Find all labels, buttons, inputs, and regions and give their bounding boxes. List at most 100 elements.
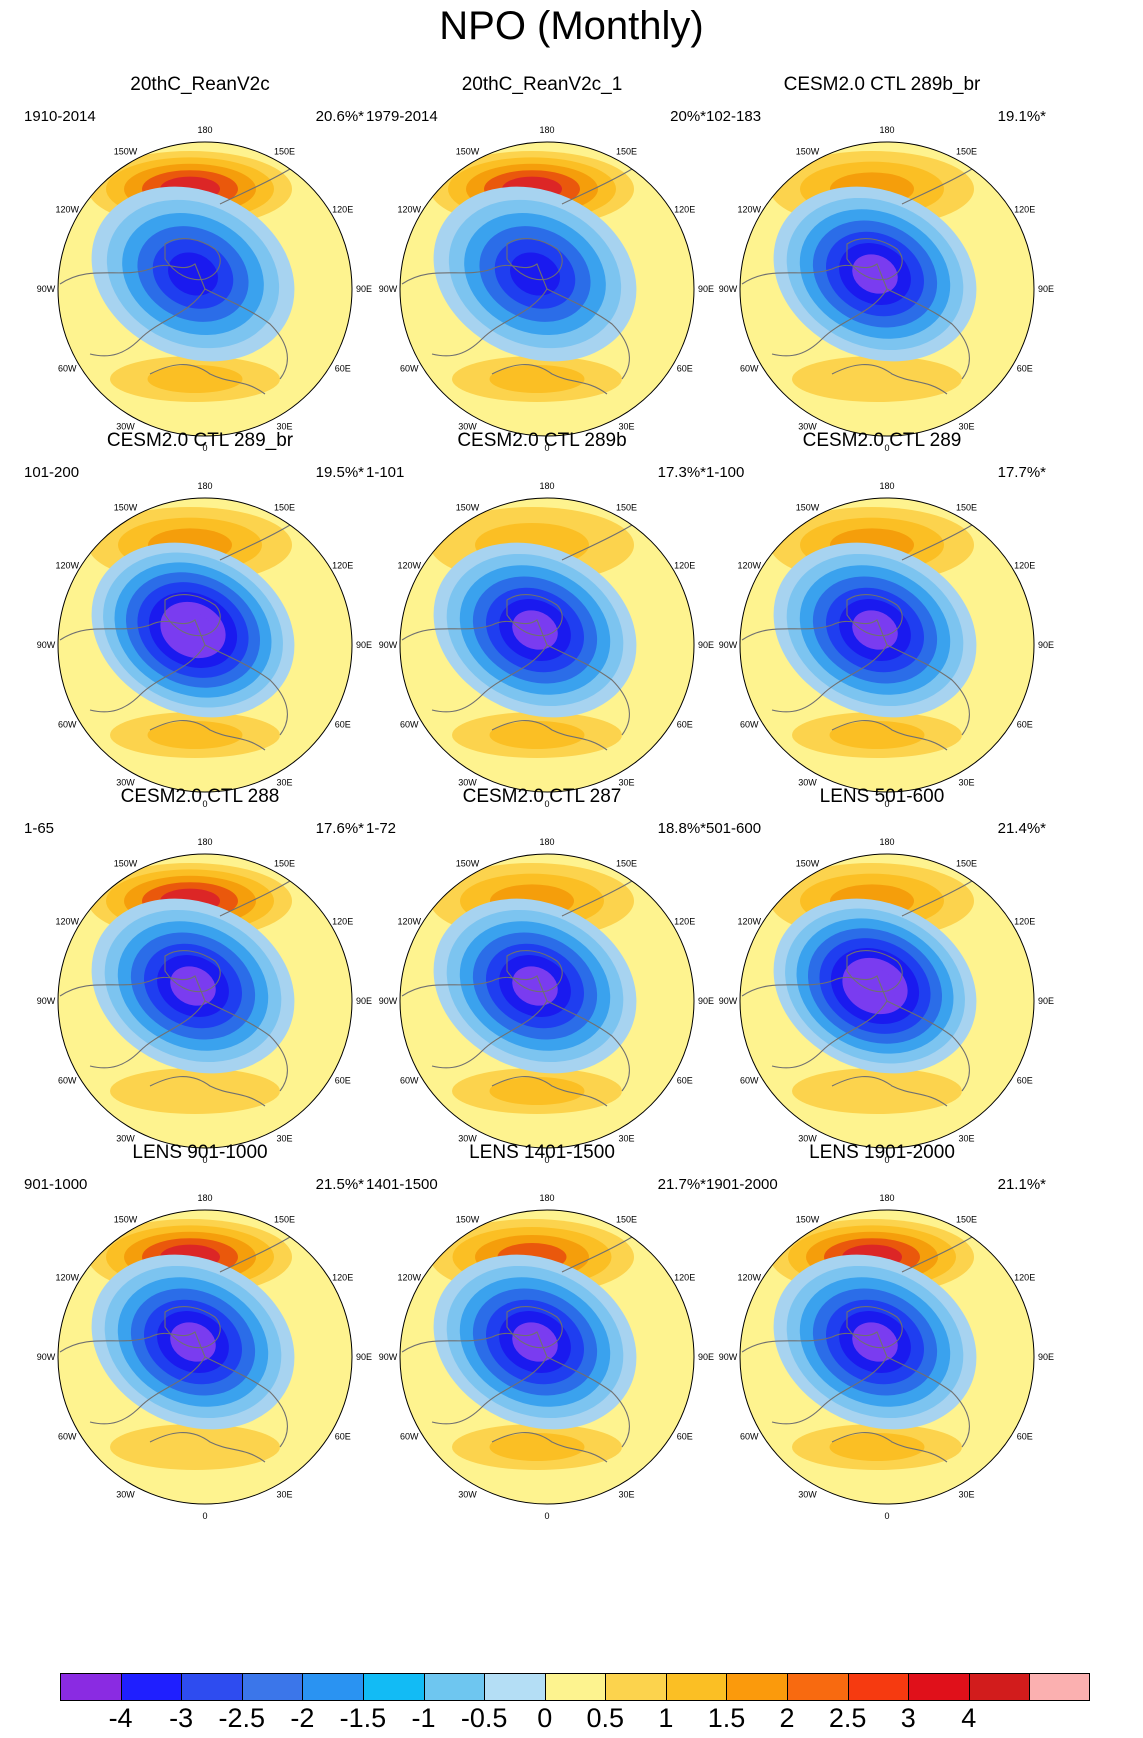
colorbar-swatch bbox=[544, 1673, 606, 1701]
longitude-label: 150E bbox=[616, 858, 637, 868]
arctic-low-contour bbox=[512, 966, 558, 1006]
map-panel: CESM2.0 CTL 288 1-65 17.6%* 180 150E 120E 90E 6… bbox=[24, 786, 372, 1176]
colorbar-tick-label: 4 bbox=[961, 1703, 977, 1733]
colorbar-swatch bbox=[787, 1673, 849, 1701]
coastline bbox=[401, 1331, 548, 1425]
longitude-label: 120W bbox=[738, 561, 762, 571]
map-boundary bbox=[399, 141, 695, 437]
arctic-low-contour bbox=[510, 252, 560, 296]
longitude-label: 180 bbox=[879, 837, 894, 847]
longitude-label: 30E bbox=[618, 422, 634, 432]
longitude-label: 150E bbox=[616, 146, 637, 156]
colorbar-swatch bbox=[423, 1673, 485, 1701]
longitude-label: 180 bbox=[539, 837, 554, 847]
panel-title: CESM2.0 CTL 289b bbox=[457, 430, 627, 451]
longitude-label: 0 bbox=[544, 799, 549, 809]
coastline bbox=[846, 594, 903, 637]
coastline bbox=[204, 644, 288, 736]
longitude-label: 60W bbox=[400, 1076, 419, 1086]
longitude-label: 30E bbox=[958, 1490, 974, 1500]
panel-variance-pct: 18.8%* bbox=[657, 820, 706, 837]
longitude-label: 120W bbox=[56, 205, 80, 215]
arctic-low-contour bbox=[852, 254, 898, 294]
map-boundary bbox=[739, 1209, 1035, 1505]
figure-title: NPO (Monthly) bbox=[439, 4, 704, 48]
longitude-label: 0 bbox=[544, 1155, 549, 1165]
longitude-label: 30E bbox=[618, 778, 634, 788]
coastline bbox=[149, 1075, 266, 1107]
longitude-label: 150E bbox=[274, 502, 295, 512]
longitude-label: 60W bbox=[400, 364, 419, 374]
longitude-label: 60E bbox=[677, 720, 693, 730]
longitude-label: 120W bbox=[398, 1273, 422, 1283]
coastline bbox=[886, 1356, 970, 1448]
map-panel: CESM2.0 CTL 289b_br 102-183 19.1%* 180 150E 1… bbox=[706, 74, 1054, 464]
polar-map: 180 150E 120E 90E 60E 30E 0 30W 60W 90W 120W 150W bbox=[379, 481, 714, 809]
longitude-label: 30W bbox=[458, 1134, 477, 1144]
longitude-label: 60E bbox=[677, 1076, 693, 1086]
coastline bbox=[741, 263, 888, 357]
colorbar-swatch bbox=[120, 1673, 182, 1701]
map-boundary bbox=[399, 853, 695, 1149]
polar-map: 180 150E 120E 90E 60E 30E 0 30W 60W 90W 120W 150W bbox=[719, 1193, 1054, 1521]
colorbar-tick-label: -2 bbox=[290, 1703, 315, 1733]
map-boundary bbox=[399, 1209, 695, 1505]
longitude-label: 60W bbox=[58, 1076, 77, 1086]
longitude-label: 90W bbox=[37, 284, 56, 294]
map-panel: CESM2.0 CTL 289b 1-101 17.3%* 180 150E 120E 90… bbox=[366, 430, 714, 820]
arctic-low-contour bbox=[512, 610, 558, 650]
panel-title: CESM2.0 CTL 289_br bbox=[106, 430, 294, 451]
polar-map: 180 150E 120E 90E 60E 30E 0 30W 60W 90W 120W 150W bbox=[37, 125, 372, 453]
coastline bbox=[204, 1356, 288, 1448]
longitude-label: 30E bbox=[618, 1134, 634, 1144]
coastline bbox=[164, 594, 221, 637]
longitude-label: 120W bbox=[738, 917, 762, 927]
coastline bbox=[164, 238, 221, 281]
longitude-label: 150E bbox=[956, 858, 977, 868]
panel-title: LENS 1901-2000 bbox=[809, 1142, 955, 1163]
panel-title: 20thC_ReanV2c_1 bbox=[461, 74, 623, 95]
longitude-label: 150W bbox=[114, 146, 138, 156]
longitude-label: 120W bbox=[738, 205, 762, 215]
coastline bbox=[506, 1306, 563, 1349]
longitude-label: 0 bbox=[202, 1155, 207, 1165]
map-boundary bbox=[57, 141, 353, 437]
longitude-label: 30E bbox=[276, 1490, 292, 1500]
longitude-label: 150W bbox=[456, 146, 480, 156]
longitude-label: 0 bbox=[202, 1511, 207, 1521]
longitude-label: 90E bbox=[1038, 996, 1054, 1006]
arctic-low-contour bbox=[512, 1322, 558, 1362]
longitude-label: 150W bbox=[114, 1214, 138, 1224]
panel-variance-pct: 20%* bbox=[670, 108, 706, 125]
longitude-label: 90E bbox=[356, 1352, 372, 1362]
longitude-label: 30W bbox=[798, 1490, 817, 1500]
map-panel: 20thC_ReanV2c 1910-2014 20.6%* 180 150E 120E 9… bbox=[24, 74, 372, 464]
longitude-label: 180 bbox=[539, 1193, 554, 1203]
longitude-label: 120E bbox=[674, 205, 695, 215]
panel-years: 501-600 bbox=[706, 820, 762, 837]
coastline bbox=[401, 975, 548, 1069]
longitude-label: 90E bbox=[698, 284, 714, 294]
longitude-label: 90W bbox=[37, 996, 56, 1006]
colorbar-swatch bbox=[726, 1673, 788, 1701]
coastline bbox=[546, 1356, 630, 1448]
panel-variance-pct: 21.4%* bbox=[997, 820, 1046, 837]
longitude-label: 120E bbox=[674, 561, 695, 571]
colorbar-tick-label: 2 bbox=[779, 1703, 795, 1733]
coastline bbox=[831, 363, 948, 395]
polar-map: 180 150E 120E 90E 60E 30E 0 30W 60W 90W 120W 150W bbox=[719, 837, 1054, 1165]
longitude-label: 90E bbox=[698, 1352, 714, 1362]
colorbar-swatch bbox=[968, 1673, 1030, 1701]
longitude-label: 180 bbox=[197, 125, 212, 135]
longitude-label: 60W bbox=[740, 364, 759, 374]
longitude-label: 30W bbox=[798, 1134, 817, 1144]
longitude-label: 60W bbox=[58, 364, 77, 374]
panel-variance-pct: 19.1%* bbox=[997, 108, 1046, 125]
longitude-label: 90W bbox=[379, 996, 398, 1006]
atlantic-high-contour bbox=[489, 1433, 585, 1461]
panel-variance-pct: 20.6%* bbox=[315, 108, 364, 125]
colorbar-swatch bbox=[1029, 1673, 1091, 1701]
colorbar-tick-label: -4 bbox=[108, 1703, 133, 1733]
longitude-label: 30E bbox=[618, 1490, 634, 1500]
panel-years: 102-183 bbox=[706, 108, 762, 125]
